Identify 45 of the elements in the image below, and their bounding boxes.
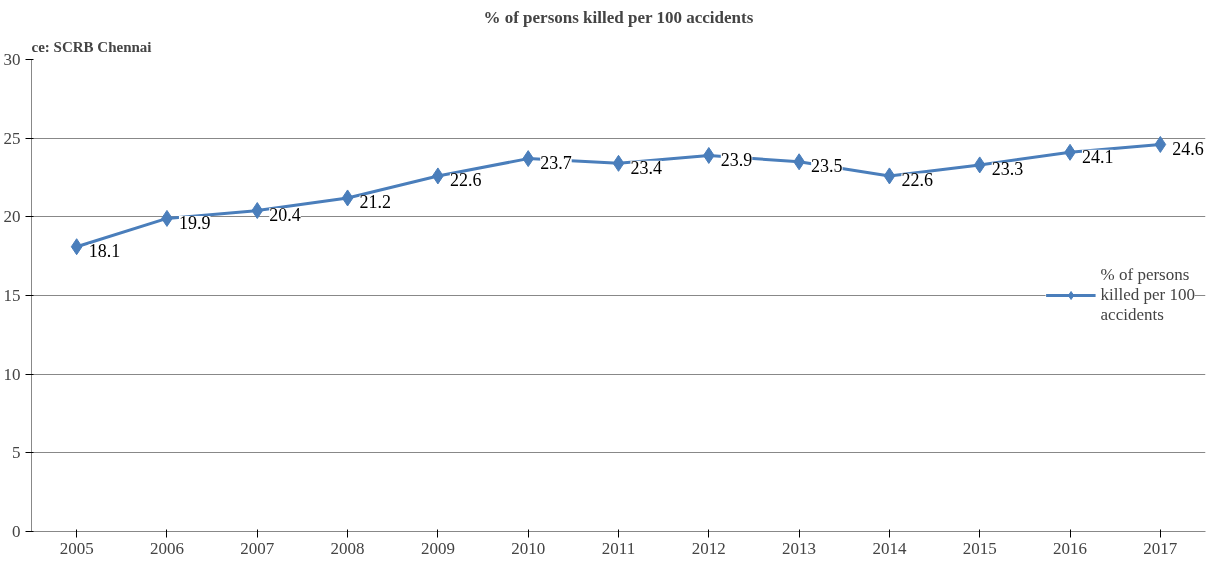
point xyxy=(522,150,535,168)
data-label: 22.6 xyxy=(901,170,933,191)
x-tick-label: 2010 xyxy=(511,538,546,558)
x-tick-label: 2006 xyxy=(149,538,184,558)
y-tick-label: 10 xyxy=(3,364,21,384)
data-label: 23.4 xyxy=(630,157,662,178)
y-tick-label: 5 xyxy=(12,443,21,463)
y-tick-label: 0 xyxy=(12,522,21,541)
data-label: 21.2 xyxy=(359,192,392,213)
y-tick-label: 15 xyxy=(3,286,21,305)
data-label: 23.5 xyxy=(811,156,843,177)
chart-title: % of persons killed per 100 accidents xyxy=(483,7,754,27)
point xyxy=(883,167,896,185)
data-label: 20.4 xyxy=(269,205,301,226)
data-label: 23.3 xyxy=(991,159,1024,180)
text: ce: SCRB Chennai xyxy=(31,38,152,55)
legend-label: % of persons killed per 100 accidents xyxy=(1100,265,1195,325)
point xyxy=(1154,135,1167,153)
y-tick-label: 25 xyxy=(3,128,21,148)
x-tick-label: 2015 xyxy=(962,538,997,558)
x-tick-label: 2008 xyxy=(330,538,365,558)
y-tick-label: 30 xyxy=(3,50,21,69)
x-tick-label: 2016 xyxy=(1053,538,1088,558)
y-tick-label: 20 xyxy=(3,207,21,227)
point xyxy=(702,146,715,164)
x-tick-label: 2011 xyxy=(601,538,636,558)
point xyxy=(973,156,986,174)
data-label: 19.9 xyxy=(178,212,211,233)
data-label: 23.9 xyxy=(720,149,753,170)
data-label: 18.1 xyxy=(88,241,121,262)
data-label: 22.6 xyxy=(449,170,482,191)
point xyxy=(341,189,354,207)
x-tick-label: 2013 xyxy=(782,538,817,558)
point xyxy=(70,238,83,256)
data-label: 23.7 xyxy=(540,153,572,174)
point xyxy=(251,202,264,220)
data-label: 24.1 xyxy=(1082,146,1114,167)
x-tick-label: 2009 xyxy=(420,538,455,558)
x-tick-label: 2007 xyxy=(240,538,275,558)
point xyxy=(612,154,625,172)
x-tick-label: 2014 xyxy=(872,538,907,558)
x-tick-label: 2012 xyxy=(691,538,726,558)
x-tick-label: 2017 xyxy=(1143,538,1178,558)
data-label: 24.6 xyxy=(1172,138,1204,159)
x-tick-label: 2005 xyxy=(59,538,94,558)
